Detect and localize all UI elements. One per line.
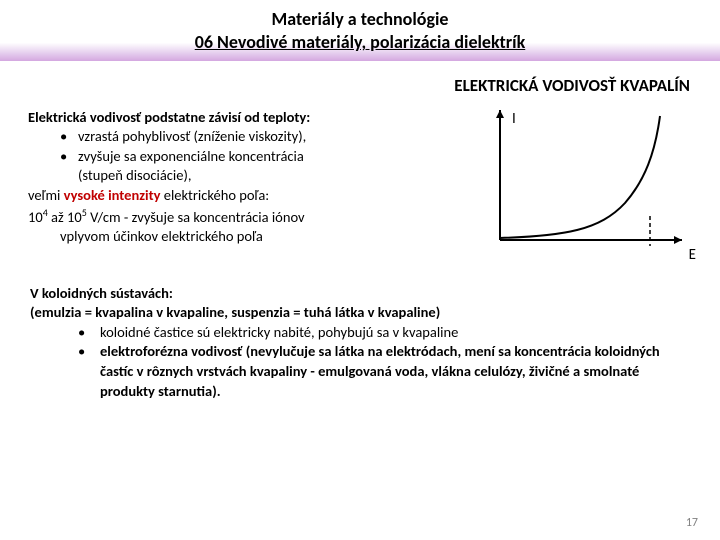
chart-y-label: I: [512, 110, 516, 128]
p1-last: vplyvom účinkov elektrického poľa: [28, 227, 460, 247]
content-row: Elektrická vodivosť podstatne závisí od …: [0, 108, 720, 268]
p2-bullet-1: • koloidné častice sú elektricky nabité,…: [30, 323, 690, 343]
p1-b2b-text: (stupeň disociácie),: [78, 166, 191, 186]
bullet-marker: •: [60, 127, 78, 147]
p1-red-suffix: elektrického poľa:: [160, 186, 269, 204]
p1-bullet-1: • vzrastá pohyblivosť (zníženie viskozit…: [28, 127, 460, 147]
p2-bullet-2: • elektroforézna vodivosť (nevylučuje sa…: [30, 342, 690, 401]
p2-b2-red: elektroforézna vodivosť: [100, 342, 246, 360]
p2-b1-text: koloidné častice sú elektricky nabité, p…: [100, 323, 458, 343]
bullet-spacer: [60, 166, 78, 186]
p1-red-line: veľmi vysoké intenzity elektrického poľa…: [28, 186, 460, 206]
p2-sub: (emulzia = kvapalina v kvapaline, suspen…: [30, 303, 690, 323]
p1-b1-text: vzrastá pohyblivosť (zníženie viskozity)…: [78, 127, 306, 147]
chart-svg: [470, 108, 700, 268]
bullet-marker: •: [78, 323, 100, 343]
p1-bullet-2-cont: (stupeň disociácie),: [28, 166, 460, 186]
iv-chart: I E: [470, 108, 700, 268]
chart-x-label: E: [689, 246, 696, 264]
paragraph-2: V koloidných sústavách: (emulzia = kvapa…: [0, 268, 720, 401]
slide-header: Materiály a technológie 06 Nevodivé mate…: [0, 0, 720, 61]
p1-red-prefix: veľmi: [28, 186, 64, 204]
arrow-x-icon: [674, 236, 682, 244]
header-line-2: 06 Nevodivé materiály, polarizácia diele…: [0, 31, 720, 54]
p1-sup-line: 104 až 105 V/cm - zvyšuje sa koncentráci…: [28, 206, 460, 227]
p1-bullet-2: • zvyšuje sa exponenciálne koncentrácia: [28, 147, 460, 167]
arrow-y-icon: [496, 110, 504, 118]
header-line-1: Materiály a technológie: [0, 8, 720, 31]
sup-pre: 10: [28, 207, 43, 225]
paragraph-1: Elektrická vodivosť podstatne závisí od …: [28, 108, 460, 268]
p1-red-phrase: vysoké intenzity: [64, 186, 161, 204]
p2-b2-wrap: elektroforézna vodivosť (nevylučuje sa l…: [100, 342, 690, 401]
sup-mid: až 10: [48, 207, 82, 225]
curve: [500, 116, 660, 238]
sup-suf: V/cm - zvyšuje sa koncentrácia iónov: [87, 207, 305, 225]
p1-b2-text: zvyšuje sa exponenciálne koncentrácia: [78, 147, 304, 167]
p1-lead: Elektrická vodivosť podstatne závisí od …: [28, 108, 460, 128]
bullet-marker: •: [78, 342, 100, 401]
page-number: 17: [686, 516, 698, 530]
section-title: ELEKTRICKÁ VODIVOSŤ KVAPALÍN: [0, 61, 720, 108]
bullet-marker: •: [60, 147, 78, 167]
p2-lead: V koloidných sústavách:: [30, 284, 690, 304]
